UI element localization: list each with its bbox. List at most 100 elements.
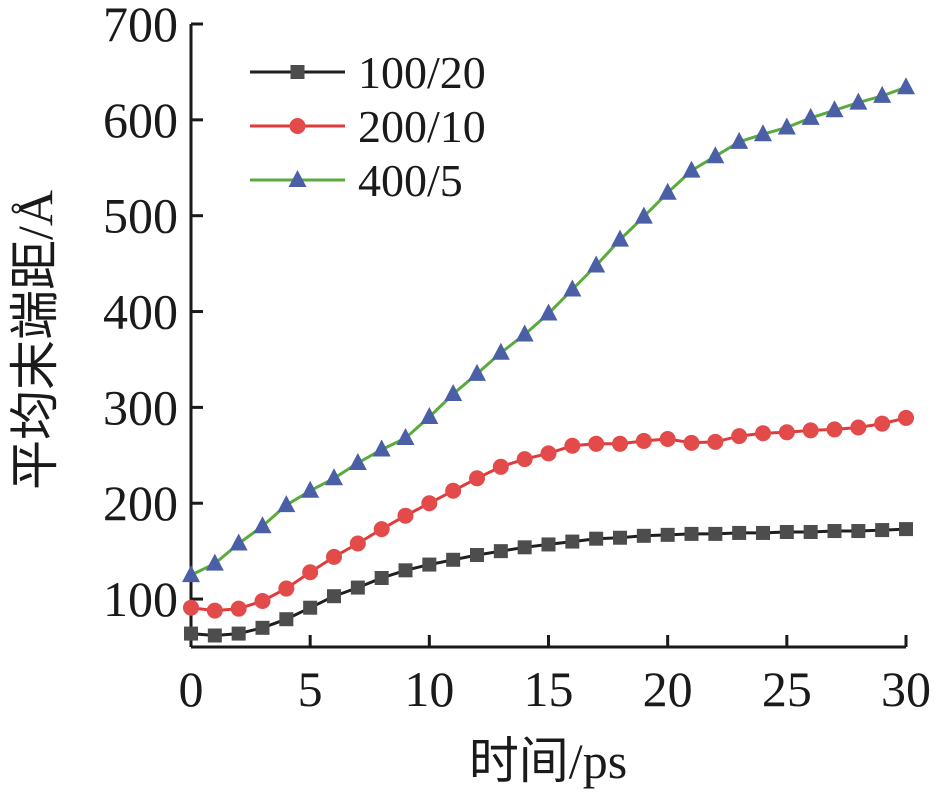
data-point: [874, 415, 891, 432]
data-point: [325, 468, 343, 486]
data-point: [444, 383, 463, 401]
data-point: [611, 229, 629, 247]
data-point: [421, 495, 438, 512]
data-point: [373, 521, 390, 538]
x-tick-label: 0: [179, 661, 204, 717]
data-point: [372, 439, 391, 457]
data-point: [397, 507, 414, 524]
legend-label: 100/20: [358, 47, 486, 98]
data-point: [255, 620, 270, 635]
data-point: [588, 435, 605, 452]
data-point: [660, 527, 675, 542]
y-tick-label: 300: [103, 379, 178, 435]
data-point: [826, 421, 843, 438]
x-tick-label: 15: [524, 661, 574, 717]
y-tick-label: 700: [103, 0, 178, 52]
legend-label: 200/10: [358, 101, 486, 152]
data-point: [613, 530, 627, 545]
x-axis-title: 时间/ps: [469, 733, 627, 789]
data-point: [279, 612, 294, 627]
x-tick-label: 30: [881, 661, 931, 717]
data-point: [802, 422, 819, 439]
data-point: [231, 626, 246, 641]
x-tick-label: 10: [404, 661, 454, 717]
data-point: [755, 425, 771, 442]
data-point: [803, 524, 818, 539]
data-point: [658, 182, 677, 200]
data-point: [326, 548, 342, 565]
legend-item: 200/10: [250, 101, 486, 152]
series-line: [190, 85, 907, 577]
data-point: [277, 495, 296, 513]
legend-item: 400/5: [250, 155, 463, 206]
data-point: [516, 451, 533, 468]
data-point: [182, 565, 200, 583]
series-200-10: [183, 409, 914, 619]
y-tick-label: 400: [103, 284, 178, 340]
data-point: [278, 580, 295, 597]
data-point: [779, 524, 794, 539]
y-tick-label: 200: [103, 475, 178, 531]
data-point: [875, 523, 890, 538]
data-point: [302, 564, 319, 581]
data-point: [303, 600, 318, 615]
data-point: [396, 428, 415, 446]
data-point: [253, 516, 272, 534]
data-point: [327, 589, 341, 604]
data-point: [446, 552, 461, 567]
series-400-5: [182, 77, 915, 583]
data-point: [515, 324, 534, 342]
data-point: [898, 409, 914, 426]
data-point: [683, 434, 700, 451]
data-point: [851, 524, 866, 539]
data-point: [708, 526, 723, 541]
data-point: [540, 445, 557, 462]
data-point: [564, 437, 581, 454]
data-point: [374, 570, 389, 585]
data-point: [205, 553, 224, 571]
y-tick-label: 600: [103, 92, 178, 148]
data-point: [897, 77, 915, 95]
x-tick-label: 20: [643, 661, 693, 717]
data-point: [517, 540, 532, 555]
axes: 0 5 10 15 20 25 30 100 200 300 400 500 600 700: [103, 0, 931, 717]
legend-marker: [290, 65, 305, 79]
data-point: [707, 433, 724, 450]
legend-marker: [289, 118, 306, 134]
data-point: [756, 525, 770, 540]
data-point: [470, 547, 484, 562]
data-point: [706, 146, 725, 164]
x-tick-label: 25: [762, 661, 812, 717]
data-point: [183, 599, 199, 616]
data-point: [801, 107, 820, 125]
data-point: [254, 592, 271, 609]
y-tick-label: 100: [103, 571, 178, 627]
data-point: [301, 480, 320, 498]
data-point: [469, 470, 485, 487]
data-point: [184, 626, 198, 641]
data-point: [468, 363, 486, 381]
data-point: [634, 206, 653, 224]
data-point: [565, 534, 580, 549]
data-point: [539, 303, 558, 321]
data-point: [659, 431, 676, 448]
data-point: [348, 452, 367, 470]
data-point: [420, 406, 439, 424]
data-point: [206, 602, 223, 619]
data-point: [825, 100, 844, 118]
data-point: [207, 628, 222, 643]
data-point: [492, 458, 509, 475]
data-point: [230, 600, 247, 617]
legend-marker: [288, 170, 307, 187]
data-point: [682, 160, 701, 178]
data-point: [730, 131, 749, 149]
data-point: [777, 117, 796, 135]
data-point: [612, 435, 628, 452]
data-point: [778, 424, 795, 441]
data-point: [731, 428, 748, 445]
data-point: [754, 124, 772, 142]
data-point: [850, 419, 867, 436]
y-axis-title: 平均末端距/Å: [7, 190, 63, 490]
